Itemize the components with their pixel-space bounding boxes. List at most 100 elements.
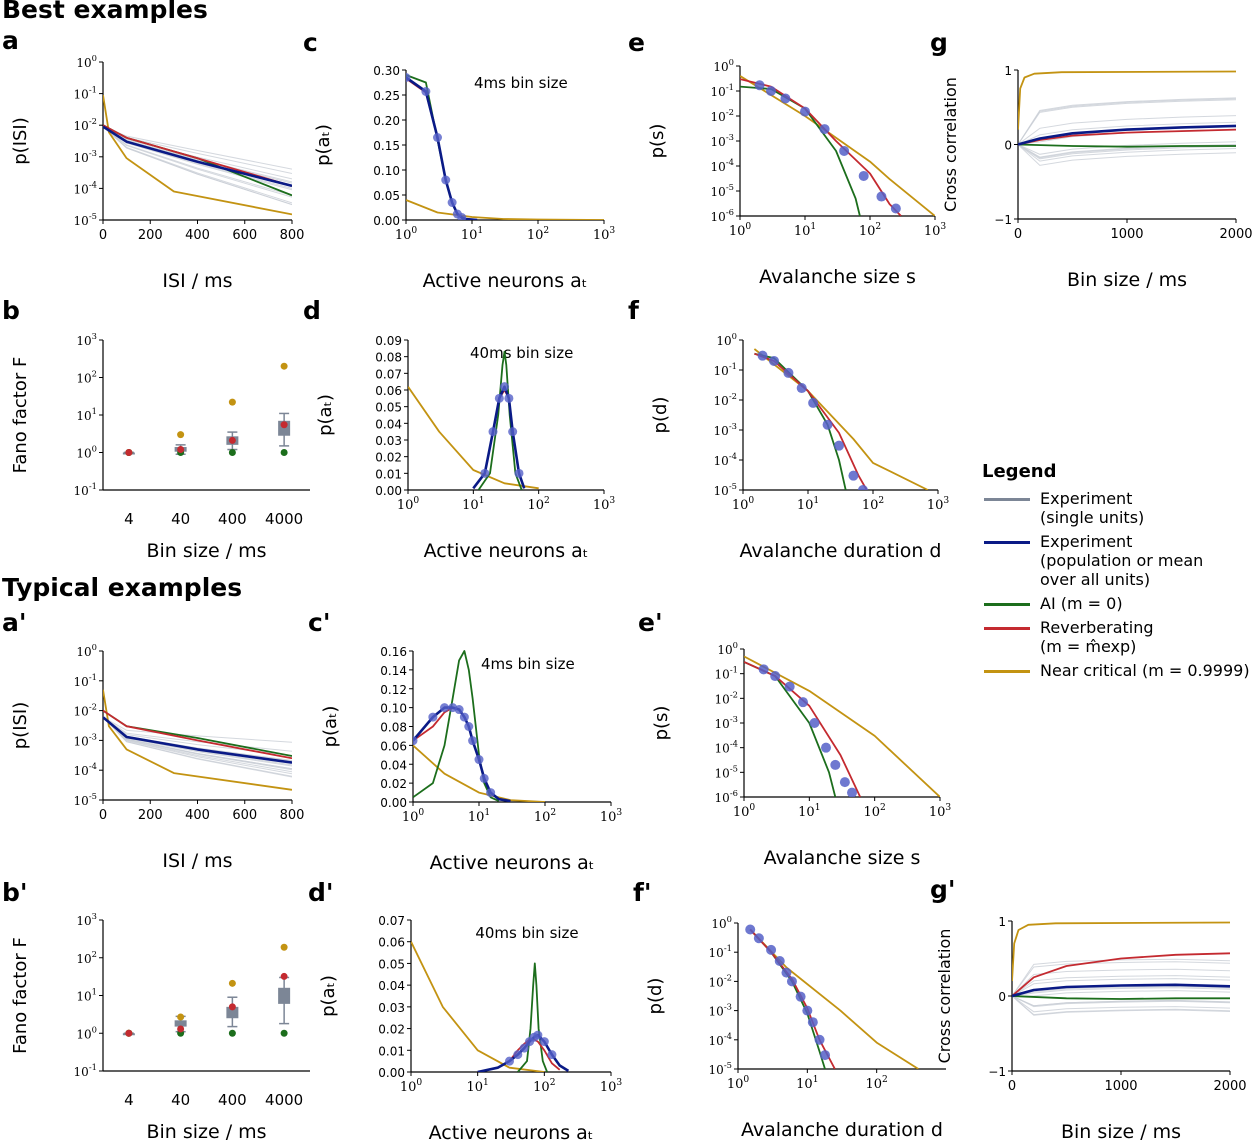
panel-label-b2: b' [2, 878, 28, 907]
series-experiment-single-units [1012, 990, 1230, 997]
tick-label: 102 [534, 808, 556, 825]
plot-area [744, 655, 940, 797]
x-axis-label: ISI / ms [162, 270, 232, 292]
tick-label: −1 [988, 1065, 1006, 1079]
series-experiment-population-point [441, 175, 451, 185]
panel-label-d2: d' [308, 878, 334, 907]
y-axis-label: p(aₜ) [315, 394, 336, 436]
legend-swatch [984, 498, 1030, 501]
series-reverberating [103, 124, 292, 187]
tick-label: 10-5 [711, 182, 734, 199]
series-experiment-population [103, 125, 292, 188]
tick-label: 100 [729, 222, 752, 239]
panel-f2: 10-5 10-4 10-3 10-2 10-1 100 100 101 102 Avalanch… [645, 914, 946, 1141]
tick-label: 100 [402, 808, 425, 825]
tick-label: 800 [280, 808, 305, 823]
tick-label: 0 [1008, 1079, 1016, 1094]
tick-label: 10-5 [74, 791, 97, 808]
point-ai [280, 449, 288, 456]
series-experiment-population [858, 170, 869, 181]
y-axis-label: Cross correlation [941, 77, 960, 212]
tick-label: 101 [794, 222, 816, 239]
series-experiment-population [876, 191, 887, 202]
legend-label: Experiment (population or mean over all … [1040, 532, 1204, 589]
tick-label: 0.07 [378, 914, 405, 928]
plot-area [411, 941, 570, 1072]
tick-label: 0.05 [378, 957, 405, 971]
point-ai [228, 449, 236, 456]
series-experiment-single-units [1018, 144, 1236, 166]
annotation: 40ms bin size [475, 924, 578, 942]
panel-label-c2: c' [308, 608, 331, 637]
tick-label: 10-4 [714, 451, 737, 468]
series-experiment-population [745, 924, 756, 935]
series-experiment-single-units [103, 716, 292, 777]
series-near-critical [413, 744, 546, 802]
tick-label: 100 [711, 914, 732, 931]
series-experiment-population [814, 1034, 825, 1045]
tick-label: 0.06 [378, 936, 405, 950]
tick-label: 103 [924, 222, 947, 239]
legend-swatch [984, 541, 1030, 544]
series-experiment-population-point [421, 87, 431, 96]
point-reverberating [125, 1029, 133, 1037]
y-axis-label: p(ISI) [10, 702, 31, 750]
tick-label: 0.01 [375, 467, 402, 481]
tick-label: 0 [1014, 227, 1022, 242]
tick-label: 0.08 [375, 351, 402, 365]
series-experiment-single-units [1012, 985, 1230, 997]
series-experiment-single-units [1012, 995, 1230, 1013]
panel-label-a: a [2, 26, 19, 55]
tick-label: 0.05 [375, 401, 402, 415]
series-experiment-population [798, 697, 809, 708]
tick-label: 102 [865, 1075, 887, 1092]
tick-label: 101 [796, 1075, 818, 1092]
tick-label: 40 [171, 510, 190, 528]
series-experiment-population [766, 944, 777, 955]
tick-label: 10-1 [74, 85, 97, 102]
legend-item-ai: AI (m = 0) [982, 594, 1257, 613]
tick-label: 0 [99, 228, 107, 243]
tick-label: 100 [76, 642, 97, 659]
plot-area [122, 362, 291, 456]
tick-label: 101 [466, 1078, 488, 1095]
tick-label: 200 [138, 228, 163, 243]
series-experiment-population-point [500, 382, 510, 392]
panel-label-b: b [2, 296, 20, 325]
panel-a: 10-5 10-4 10-3 10-2 10-1 100 0 200 400 600 800 ISI … [10, 53, 304, 292]
series-experiment-population-point [547, 1050, 557, 1060]
tick-label: 10-5 [74, 211, 97, 228]
tick-label: 400 [218, 510, 247, 528]
tick-label: 101 [797, 496, 819, 513]
tick-label: 0.02 [380, 777, 407, 791]
tick-label: 100 [76, 53, 97, 70]
series-experiment-population-point [474, 755, 484, 765]
y-axis-label: p(s) [647, 124, 668, 159]
tick-label: 100 [397, 496, 420, 513]
series-near-critical [1012, 921, 1230, 982]
tick-label: 400 [218, 1091, 247, 1109]
tick-label: 0.03 [378, 1001, 405, 1015]
tick-label: 103 [600, 808, 623, 825]
tick-label: 10-6 [711, 207, 734, 224]
series-experiment-population-point [428, 712, 438, 722]
series-experiment-single-units [1018, 144, 1236, 160]
series-experiment-population [406, 76, 478, 220]
tick-label: 0.10 [380, 702, 407, 716]
tick-label: 100 [727, 1075, 750, 1092]
series-reverberating [749, 928, 836, 1069]
point-near-critical [177, 1013, 185, 1021]
tick-label: 10-2 [711, 107, 734, 124]
tick-label: 200 [138, 808, 163, 823]
plot-area [408, 350, 539, 490]
series-experiment-population-point [480, 468, 490, 478]
y-axis-label: Fano factor F [10, 357, 31, 474]
tick-label: 10-2 [714, 391, 737, 408]
series-experiment-population [800, 106, 810, 117]
tick-label: 0.25 [373, 89, 400, 103]
annotation: 4ms bin size [481, 655, 575, 673]
tick-label: 0.06 [380, 739, 407, 753]
series-ai [517, 962, 548, 1072]
tick-label: 4000 [265, 510, 303, 528]
legend-title: Legend [982, 461, 1057, 482]
